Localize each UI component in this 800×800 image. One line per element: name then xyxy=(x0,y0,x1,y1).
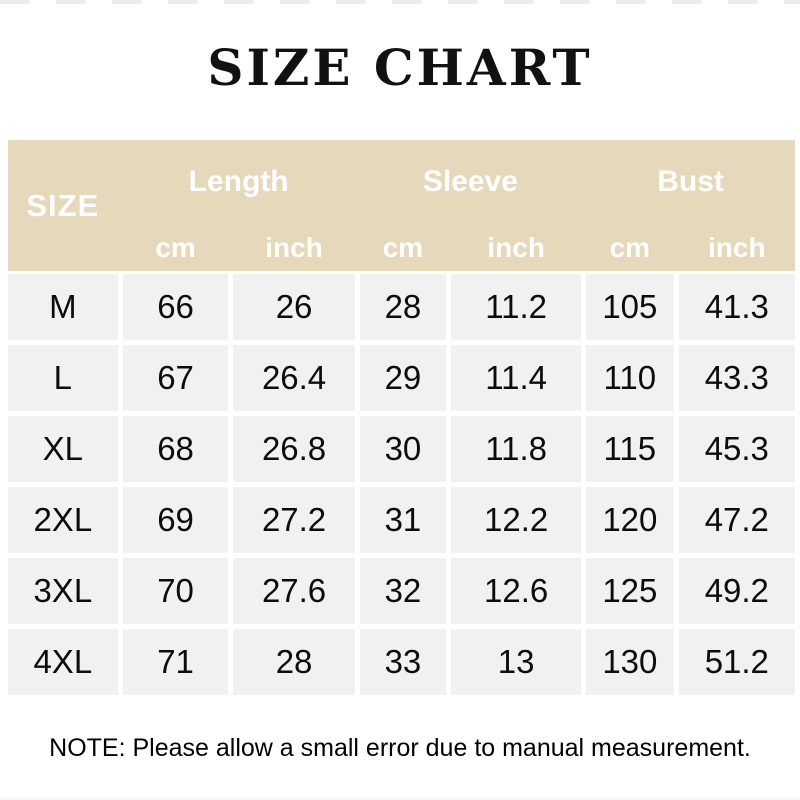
value-cell: 28 xyxy=(359,274,447,340)
size-cell: 2XL xyxy=(8,487,118,553)
value-cell: 66 xyxy=(122,274,229,340)
size-cell: XL xyxy=(8,416,118,482)
header-unit-bust-inch: inch xyxy=(708,231,766,263)
value-cell: 31 xyxy=(359,487,447,553)
value-cell: 49.2 xyxy=(678,558,795,624)
note-text: NOTE: Please allow a small error due to … xyxy=(49,734,751,762)
value-cell: 71 xyxy=(122,629,229,695)
value-cell: 11.8 xyxy=(451,416,582,482)
header-size-label: SIZE xyxy=(26,187,100,223)
size-cell: 4XL xyxy=(8,629,118,695)
value-cell: 41.3 xyxy=(678,274,795,340)
value-cell: 68 xyxy=(122,416,229,482)
value-cell: 32 xyxy=(359,558,447,624)
value-cell: 11.4 xyxy=(451,345,582,411)
table-row: 3XL 70 27.6 32 12.6 125 49.2 xyxy=(8,558,795,624)
header-unit-bust-cm: cm xyxy=(609,231,651,263)
value-cell: 69 xyxy=(122,487,229,553)
bottom-edge-line xyxy=(0,798,800,800)
size-chart-table: SIZE Length Sleeve Bust cm inch cm inch … xyxy=(8,140,795,695)
table-row: 2XL 69 27.2 31 12.2 120 47.2 xyxy=(8,487,795,553)
header-group-length: Length xyxy=(188,165,289,198)
table-row: 4XL 71 28 33 13 130 51.2 xyxy=(8,629,795,695)
table-header: SIZE Length Sleeve Bust cm inch cm inch … xyxy=(8,140,795,271)
table-row: L 67 26.4 29 11.4 110 43.3 xyxy=(8,345,795,411)
value-cell: 29 xyxy=(359,345,447,411)
value-cell: 12.6 xyxy=(451,558,582,624)
value-cell: 51.2 xyxy=(678,629,795,695)
value-cell: 67 xyxy=(122,345,229,411)
size-cell: M xyxy=(8,274,118,340)
value-cell: 30 xyxy=(359,416,447,482)
value-cell: 120 xyxy=(586,487,674,553)
header-unit-sleeve-cm: cm xyxy=(382,231,424,263)
value-cell: 28 xyxy=(233,629,355,695)
value-cell: 125 xyxy=(586,558,674,624)
value-cell: 27.6 xyxy=(233,558,355,624)
header-unit-length-inch: inch xyxy=(265,231,323,263)
value-cell: 130 xyxy=(586,629,674,695)
value-cell: 13 xyxy=(451,629,582,695)
value-cell: 26 xyxy=(233,274,355,340)
value-cell: 27.2 xyxy=(233,487,355,553)
top-dashed-border xyxy=(0,0,800,4)
value-cell: 26.4 xyxy=(233,345,355,411)
header-group-bust: Bust xyxy=(657,165,724,198)
value-cell: 105 xyxy=(586,274,674,340)
value-cell: 45.3 xyxy=(678,416,795,482)
table-row: M 66 26 28 11.2 105 41.3 xyxy=(8,274,795,340)
value-cell: 26.8 xyxy=(233,416,355,482)
page-title: SIZE CHART xyxy=(207,38,593,97)
size-cell: 3XL xyxy=(8,558,118,624)
value-cell: 47.2 xyxy=(678,487,795,553)
value-cell: 115 xyxy=(586,416,674,482)
value-cell: 110 xyxy=(586,345,674,411)
value-cell: 11.2 xyxy=(451,274,582,340)
value-cell: 43.3 xyxy=(678,345,795,411)
header-unit-length-cm: cm xyxy=(155,231,196,263)
header-unit-sleeve-inch: inch xyxy=(487,231,545,263)
size-cell: L xyxy=(8,345,118,411)
value-cell: 33 xyxy=(359,629,447,695)
value-cell: 70 xyxy=(122,558,229,624)
table-row: XL 68 26.8 30 11.8 115 45.3 xyxy=(8,416,795,482)
value-cell: 12.2 xyxy=(451,487,582,553)
header-group-sleeve: Sleeve xyxy=(422,165,518,198)
